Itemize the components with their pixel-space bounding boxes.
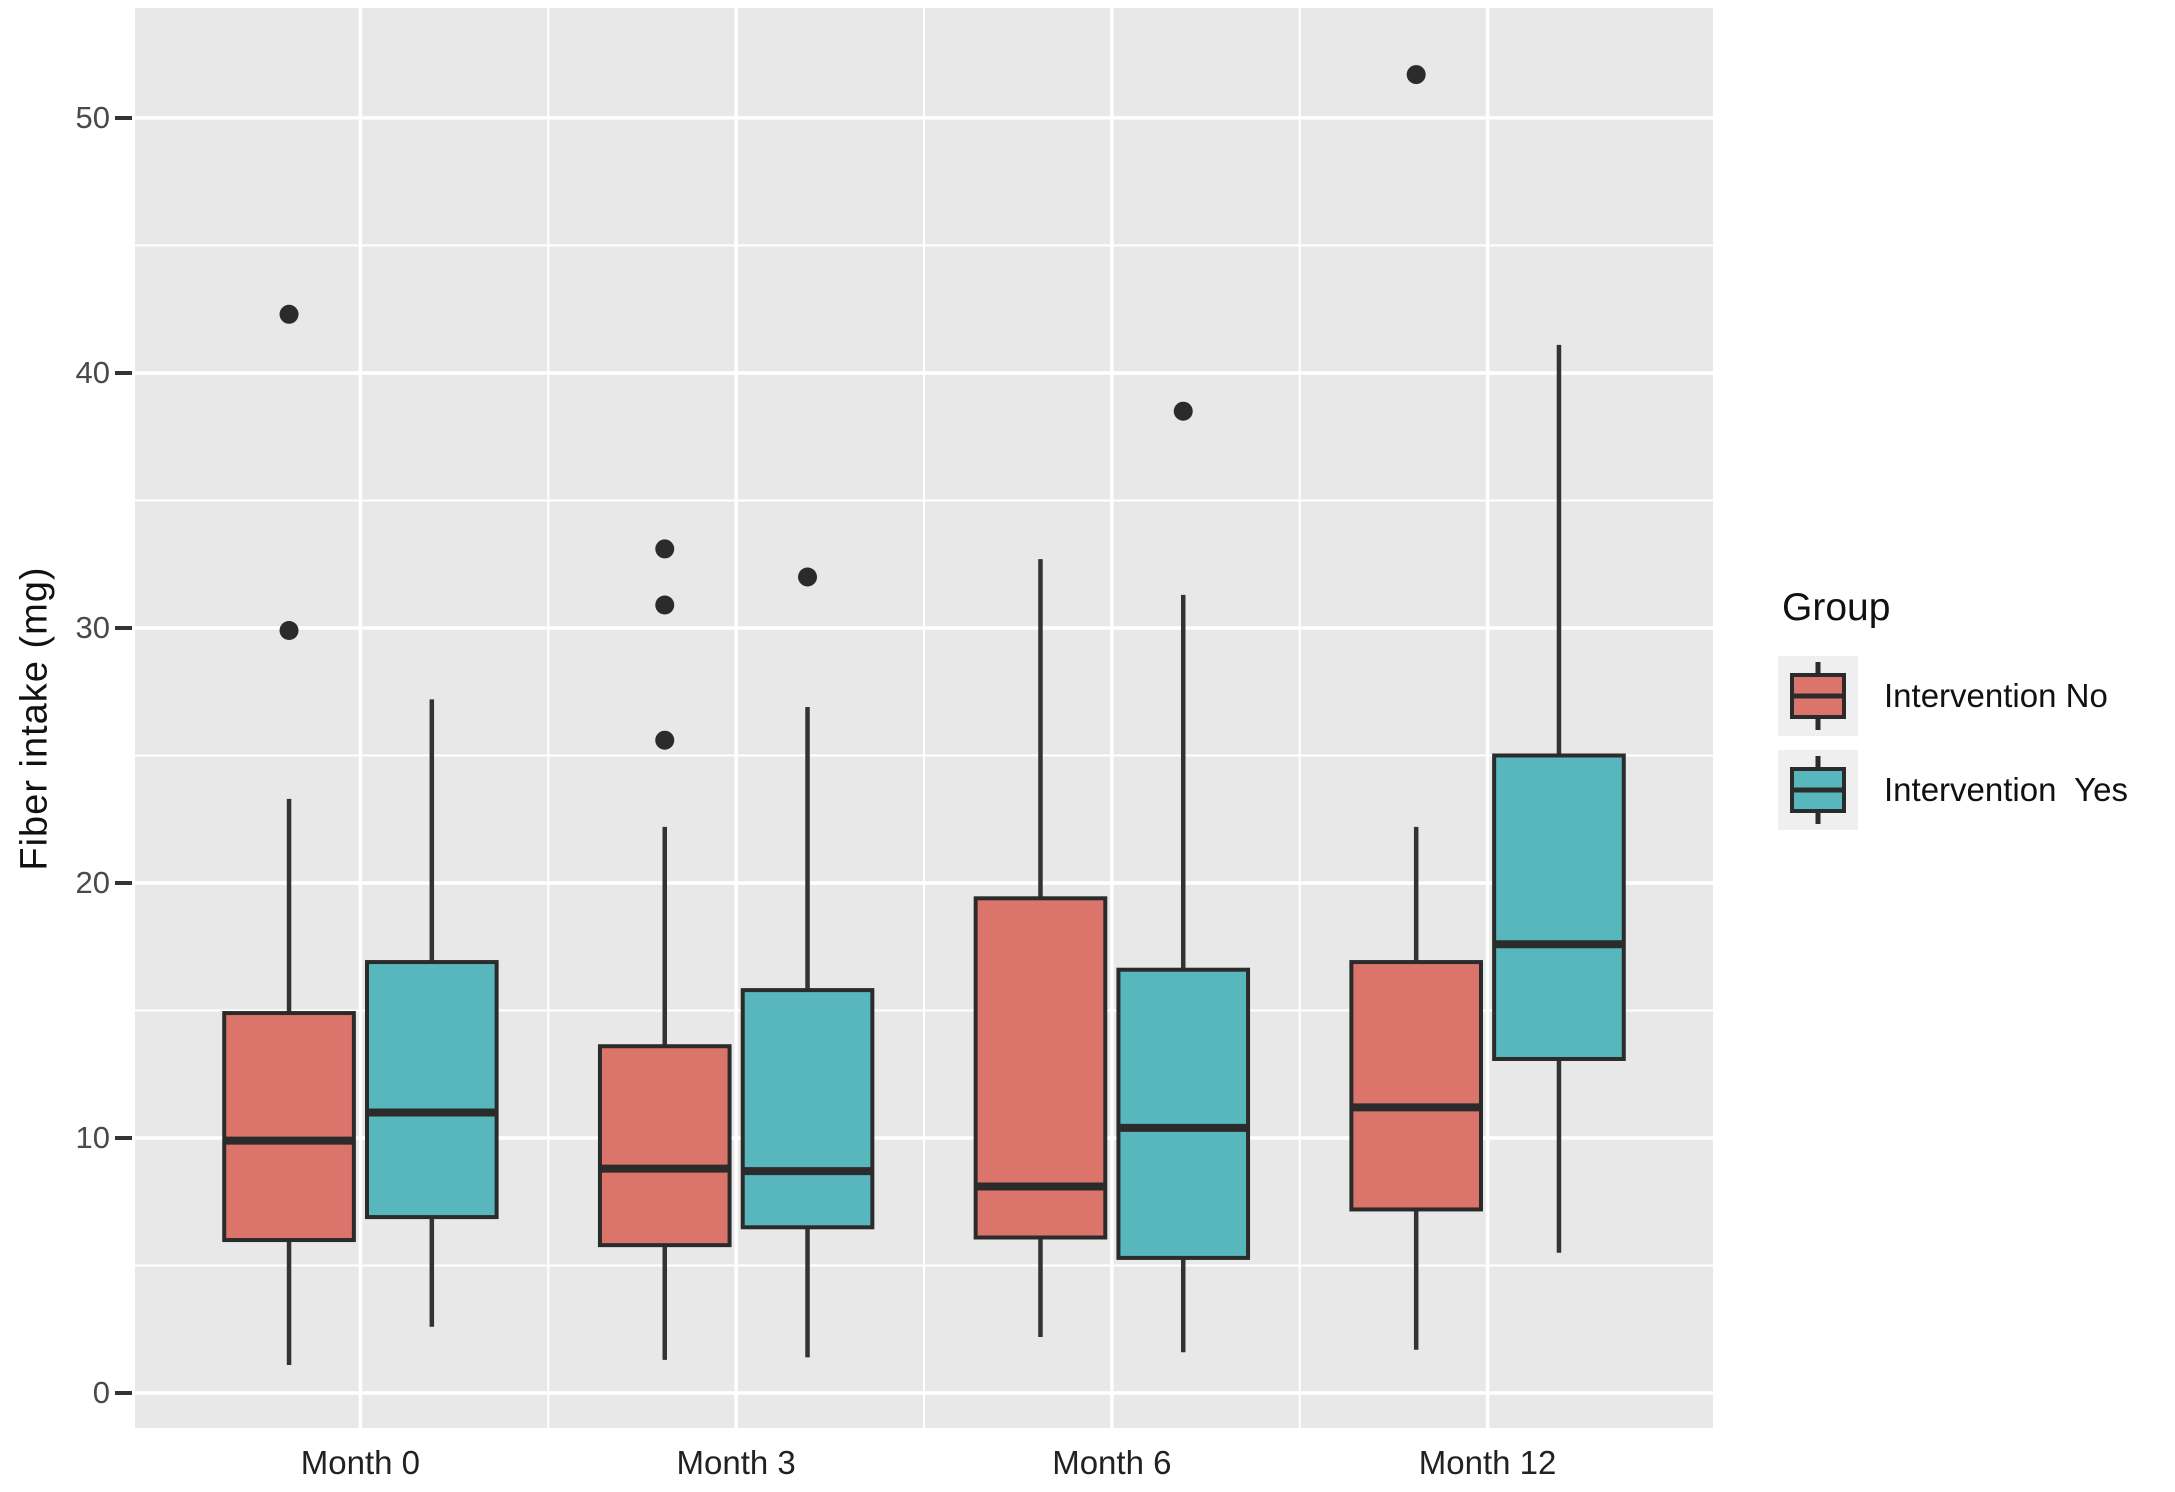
key-box [1790, 673, 1846, 719]
boxplot-canvas [135, 8, 1713, 1428]
boxplot-key-icon [1778, 750, 1858, 830]
y-tick-label-0: 0 [92, 1375, 110, 1410]
legend-label: Intervention Yes [1884, 771, 2129, 808]
y-tick-mark [115, 371, 132, 375]
y-tick-mark [115, 116, 132, 120]
legend-label: Intervention No [1884, 677, 2108, 714]
y-tick-label-30: 30 [75, 610, 110, 645]
boxplot-key-icon [1778, 656, 1858, 736]
y-tick-mark [115, 1391, 132, 1395]
key-median [1790, 693, 1846, 699]
y-tick-mark [115, 1136, 132, 1140]
y-tick-label-50: 50 [75, 100, 110, 135]
plot-panel [135, 8, 1713, 1428]
y-tick-label-20: 20 [75, 865, 110, 900]
legend-title: Group [1782, 586, 1891, 629]
x-tick-label-month12: Month 12 [1418, 1444, 1557, 1481]
y-tick-mark [115, 626, 132, 630]
y-tick-label-40: 40 [75, 355, 110, 390]
key-median [1790, 787, 1846, 793]
x-tick-label-month3: Month 3 [676, 1444, 796, 1481]
y-axis-title: Fiber intake (mg) [0, 8, 70, 1428]
x-tick-label-month0: Month 0 [300, 1444, 421, 1481]
y-tick-label-10: 10 [75, 1120, 110, 1155]
key-box [1790, 767, 1846, 813]
legend-item-intervention-no: Intervention No [1778, 656, 2174, 736]
x-tick-label-month6: Month 6 [1052, 1444, 1172, 1481]
legend: Group Intervention No Intervention Yes [1778, 586, 2174, 844]
y-tick-mark [115, 881, 132, 885]
legend-item-intervention-yes: Intervention Yes [1778, 750, 2174, 830]
